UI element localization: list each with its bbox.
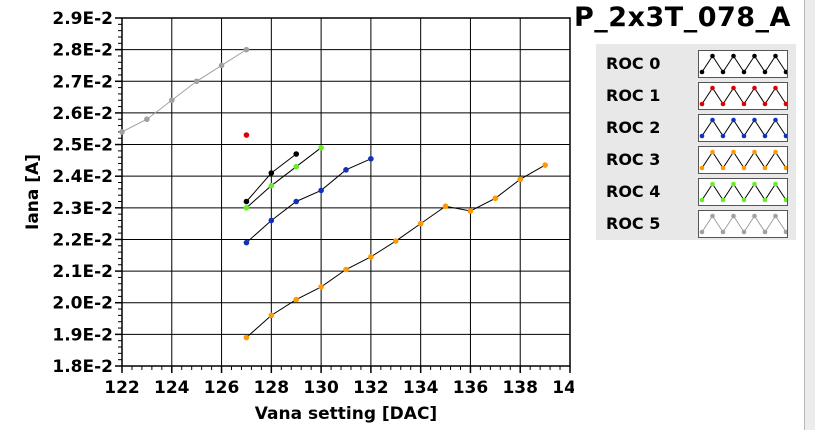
series-line — [121, 49, 247, 133]
device-title: P_2x3T_078_A — [574, 2, 791, 33]
data-point — [467, 208, 474, 214]
data-point — [442, 203, 449, 210]
series-roc-0 — [243, 151, 300, 205]
series-line — [246, 147, 322, 209]
data-point — [343, 266, 349, 273]
y-tick-label: 2.6E-2 — [52, 104, 113, 124]
x-tick-label: 124 — [154, 378, 190, 398]
legend-item: ROC 2 — [596, 112, 796, 142]
plot-area — [121, 17, 571, 367]
x-tick-label: 132 — [353, 378, 389, 398]
data-point — [243, 132, 250, 138]
legend-swatch — [698, 210, 789, 238]
series-roc-1 — [243, 132, 250, 138]
data-point — [542, 162, 548, 168]
series-roc-5 — [119, 46, 250, 135]
scrollbar[interactable] — [804, 0, 815, 430]
data-point — [343, 167, 349, 173]
series-roc-3 — [243, 162, 548, 341]
x-axis-title: Vana setting [DAC] — [255, 404, 437, 424]
data-point — [243, 239, 250, 246]
y-tick-label: 1.9E-2 — [52, 325, 113, 345]
data-point — [168, 97, 175, 104]
y-tick-label: 2.1E-2 — [52, 262, 113, 282]
x-tick-label: 128 — [254, 378, 290, 398]
data-point — [368, 155, 374, 162]
data-point — [417, 220, 424, 227]
legend-item: ROC 3 — [596, 144, 796, 174]
y-tick-label: 2.5E-2 — [52, 136, 113, 156]
legend-label: ROC 4 — [606, 182, 661, 201]
data-point — [293, 198, 300, 205]
legend-panel: P_2x3T_078_A ROC 0 ROC 1 ROC 2 ROC 3 ROC 4 RO… — [574, 0, 804, 430]
data-point — [243, 334, 250, 341]
data-point — [268, 217, 275, 224]
legend: ROC 0 ROC 1 ROC 2 ROC 3 ROC 4 ROC 5 — [596, 44, 796, 240]
data-series — [119, 46, 548, 341]
y-tick-label: 2.2E-2 — [52, 230, 113, 250]
y-tick-label: 2.3E-2 — [52, 199, 113, 219]
legend-item: ROC 0 — [596, 48, 796, 78]
data-point — [268, 312, 275, 319]
series-line — [246, 158, 372, 243]
data-point — [368, 254, 374, 260]
y-tick-label: 2.9E-2 — [52, 9, 113, 29]
data-point — [318, 284, 324, 290]
x-tick-label: 136 — [453, 378, 489, 398]
y-tick-label: 2.7E-2 — [52, 72, 113, 92]
data-point — [218, 62, 225, 69]
data-point — [293, 296, 300, 303]
data-point — [268, 170, 275, 176]
data-point — [293, 151, 300, 157]
x-tick-label: 140 — [552, 378, 574, 398]
y-tick-label: 1.8E-2 — [52, 357, 113, 377]
data-point — [243, 46, 250, 53]
y-tick-label: 2.4E-2 — [52, 167, 113, 187]
legend-swatch — [698, 50, 789, 78]
x-tick-label: 134 — [403, 378, 439, 398]
data-point — [144, 116, 150, 123]
data-point — [318, 144, 324, 151]
x-axis-ticks: 122 124 126 128 130 132 134 136 138 140 — [104, 366, 574, 398]
data-point — [243, 198, 250, 205]
series-roc-4 — [243, 144, 324, 211]
data-point — [492, 195, 499, 202]
legend-label: ROC 0 — [606, 54, 661, 73]
x-tick-label: 130 — [303, 378, 339, 398]
chart-area: 1.8E-2 1.9E-2 2.0E-2 2.1E-2 2.2E-2 2.3E-2 2.4E… — [23, 9, 574, 424]
y-axis-title: Iana [A] — [23, 154, 43, 230]
data-point — [268, 182, 275, 189]
legend-label: ROC 3 — [606, 150, 661, 169]
legend-item: ROC 5 — [596, 208, 796, 238]
x-tick-label: 122 — [104, 378, 140, 398]
legend-swatch — [698, 146, 789, 174]
y-axis-ticks: 1.8E-2 1.9E-2 2.0E-2 2.1E-2 2.2E-2 2.3E-2 2.4E… — [52, 9, 122, 377]
data-point — [392, 238, 399, 244]
legend-swatch — [698, 114, 789, 142]
legend-swatch — [698, 178, 789, 206]
data-point — [318, 187, 324, 194]
legend-item: ROC 4 — [596, 176, 796, 206]
legend-item: ROC 1 — [596, 80, 796, 110]
legend-label: ROC 5 — [606, 214, 661, 233]
legend-swatch — [698, 82, 789, 110]
data-point — [193, 78, 200, 85]
legend-label: ROC 1 — [606, 86, 661, 105]
legend-label: ROC 2 — [606, 118, 661, 137]
data-point — [119, 129, 125, 135]
series-roc-2 — [243, 155, 374, 246]
data-point — [517, 176, 524, 183]
x-tick-label: 126 — [204, 378, 240, 398]
x-tick-label: 138 — [502, 378, 538, 398]
data-point — [293, 163, 300, 170]
data-point — [243, 205, 250, 211]
y-tick-label: 2.8E-2 — [52, 41, 113, 61]
y-tick-label: 2.0E-2 — [52, 294, 113, 314]
